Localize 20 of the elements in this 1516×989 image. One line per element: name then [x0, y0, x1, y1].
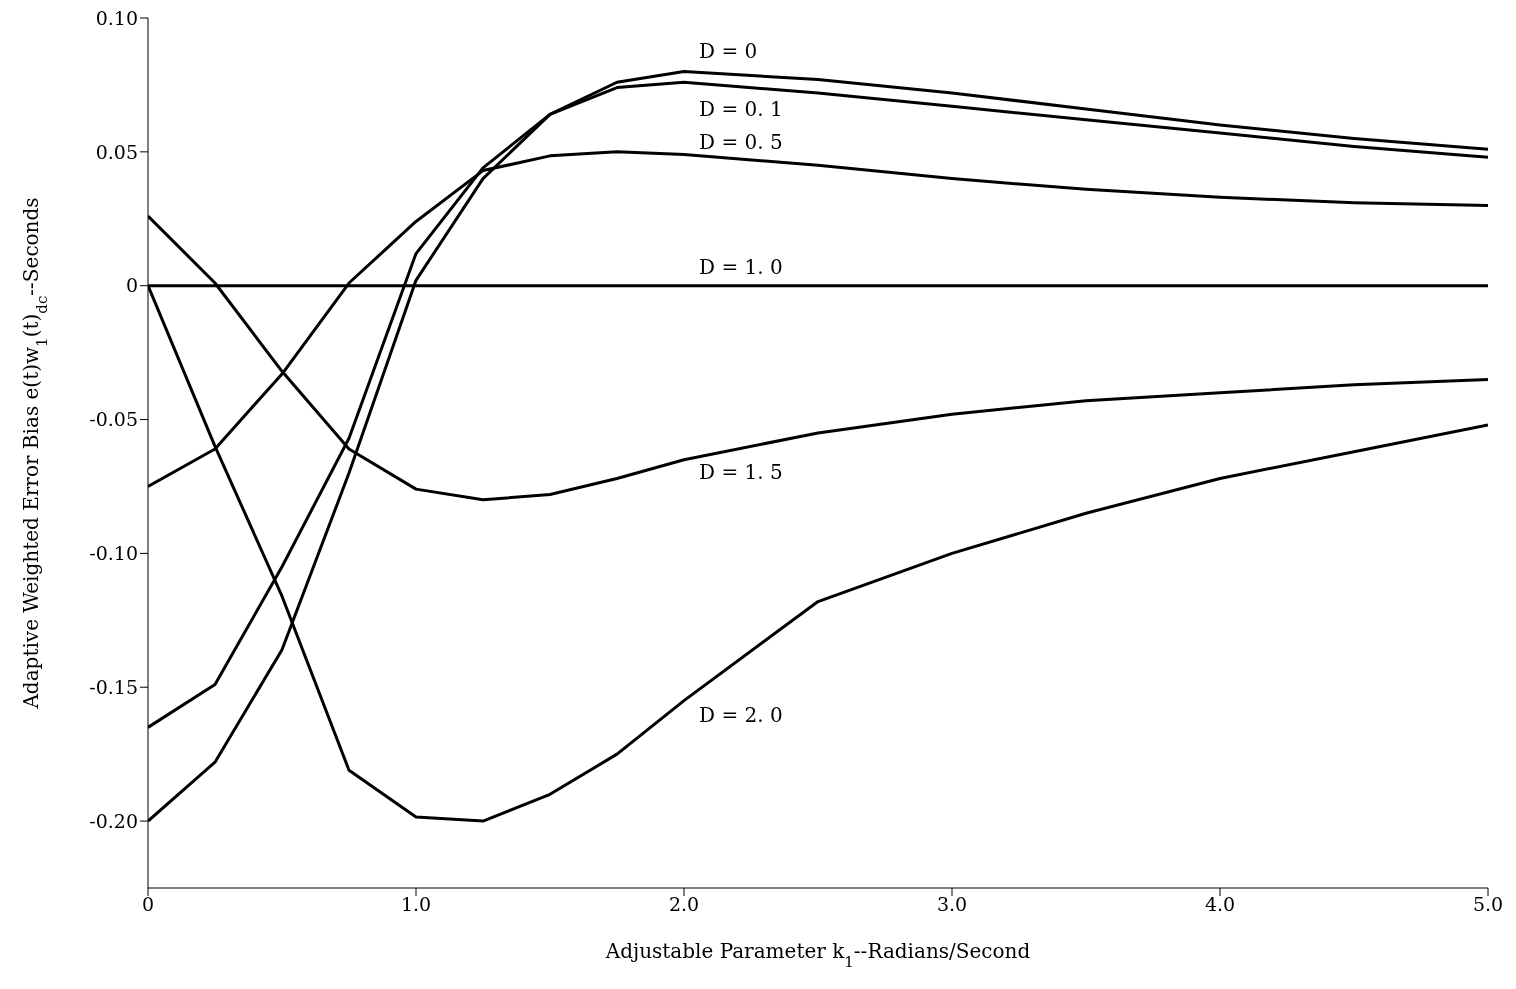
series-label: D = 0. 5: [699, 129, 783, 154]
x-tick-label: 0: [141, 893, 155, 916]
series-label: D = 2. 0: [699, 702, 783, 727]
y-tick-label: -0.10: [89, 542, 138, 565]
y-tick-label: -0.15: [89, 675, 138, 698]
y-tick-label: -0.05: [89, 408, 138, 431]
y-tick-label: 0: [125, 274, 138, 297]
series-label: D = 1. 0: [699, 254, 783, 279]
x-tick-label: 1.0: [400, 893, 432, 916]
x-axis-title: Adjustable Parameter k$_{1}$--Radians/Second: [604, 939, 1031, 971]
x-tick-label: 5.0: [1472, 893, 1504, 916]
x-tick-label: 3.0: [936, 893, 968, 916]
series-label: D = 1. 5: [699, 459, 783, 484]
y-tick-label: 0.05: [95, 140, 138, 163]
x-tick-label: 4.0: [1204, 893, 1236, 916]
series-label: D = 0: [699, 38, 758, 63]
y-tick-label: 0.10: [95, 6, 138, 29]
y-tick-label: -0.20: [89, 809, 138, 832]
series-label: D = 0. 1: [699, 97, 783, 122]
x-tick-label: 2.0: [668, 893, 700, 916]
